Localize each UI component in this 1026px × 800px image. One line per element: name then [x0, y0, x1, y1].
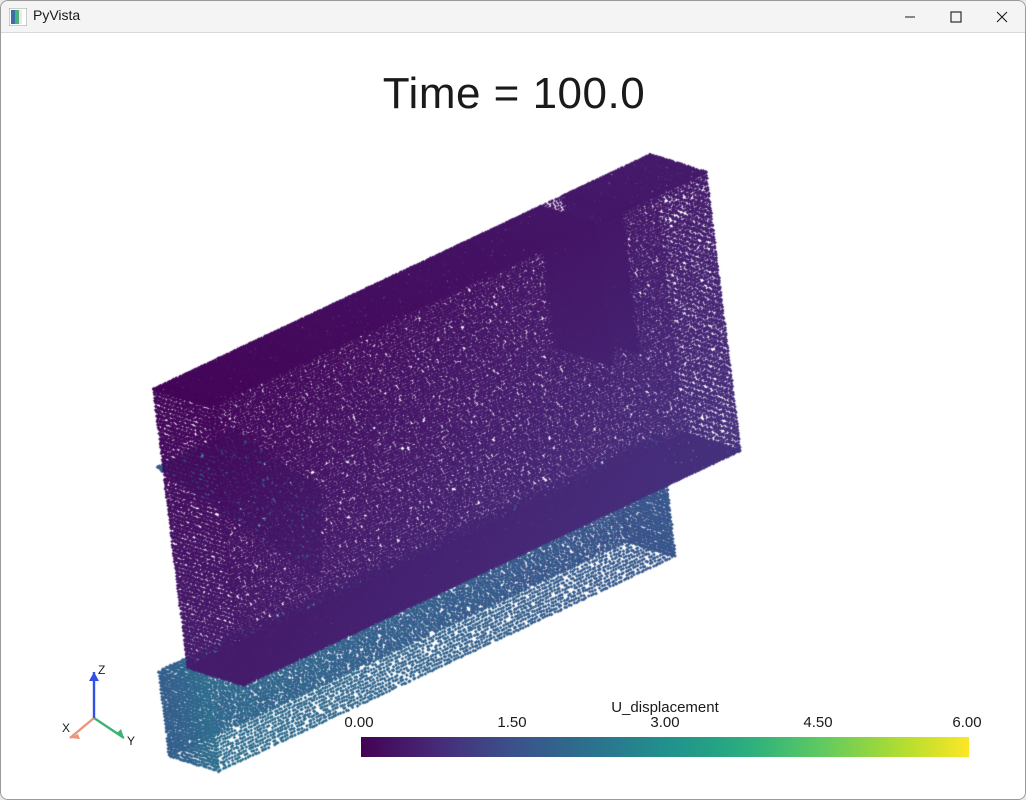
svg-text:Z: Z [98, 663, 105, 677]
svg-text:X: X [62, 721, 70, 735]
svg-text:Y: Y [127, 734, 135, 748]
